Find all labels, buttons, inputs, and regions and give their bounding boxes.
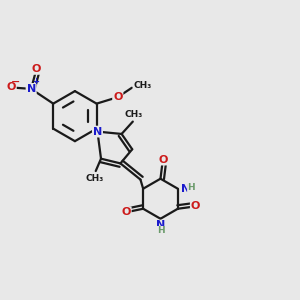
Text: CH₃: CH₃ <box>133 82 152 91</box>
Text: O: O <box>6 82 16 92</box>
Text: O: O <box>113 92 122 102</box>
Text: −: − <box>11 77 20 87</box>
Text: O: O <box>122 207 131 217</box>
Text: CH₃: CH₃ <box>124 110 142 118</box>
Text: O: O <box>191 201 200 212</box>
Text: N: N <box>93 127 102 136</box>
Text: N: N <box>181 184 190 194</box>
Text: O: O <box>32 64 41 74</box>
Text: N: N <box>26 84 36 94</box>
Text: H: H <box>188 183 195 192</box>
Text: H: H <box>157 226 164 236</box>
Text: CH₃: CH₃ <box>86 174 104 183</box>
Text: +: + <box>32 77 39 86</box>
Text: N: N <box>156 220 165 230</box>
Text: O: O <box>158 154 167 165</box>
